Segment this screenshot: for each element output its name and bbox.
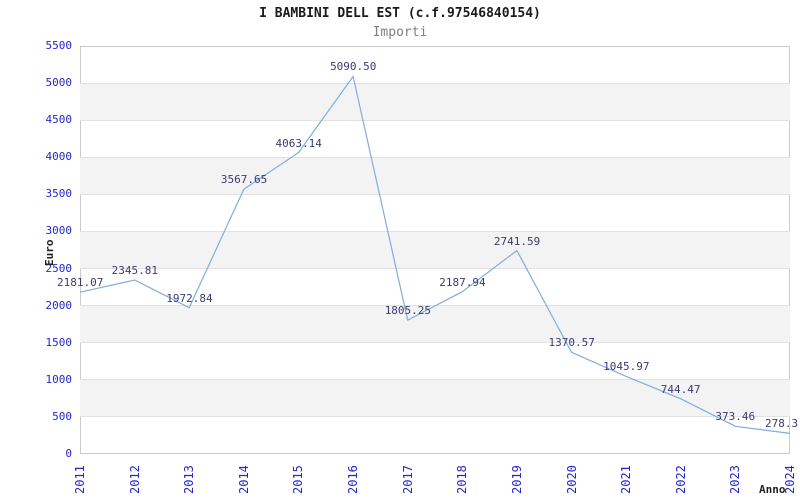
chart-title: I BAMBINI DELL EST (c.f.97546840154) <box>259 6 541 21</box>
x-tick-label: 2011 <box>73 465 87 494</box>
data-point-label: 5090.50 <box>330 60 377 74</box>
data-point-label: 2187.94 <box>439 275 486 289</box>
y-tick-label: 500 <box>52 409 72 423</box>
y-tick-label: 5500 <box>45 39 73 52</box>
x-tick-label: 2021 <box>619 465 634 494</box>
x-tick-label: 2015 <box>291 465 306 494</box>
y-tick-label: 1500 <box>45 335 73 349</box>
x-tick-label: 2014 <box>236 465 251 494</box>
data-point-label: 744.47 <box>660 382 701 396</box>
x-tick-label: 2016 <box>346 465 361 494</box>
y-tick-label: 5000 <box>45 76 73 90</box>
background-band <box>80 157 790 195</box>
y-tick-label: 4500 <box>45 113 73 127</box>
chart-subtitle: Importi <box>372 25 428 40</box>
gridline <box>80 268 790 270</box>
x-tick-label: 2012 <box>127 465 142 494</box>
x-tick-label: 2017 <box>400 465 415 494</box>
gridline <box>80 82 790 84</box>
y-tick-label: 2500 <box>45 261 73 275</box>
x-tick-label: 2013 <box>182 465 197 494</box>
data-point-label: 373.46 <box>715 410 756 424</box>
y-tick-label: 1000 <box>45 372 73 386</box>
x-tick-label: 2018 <box>455 465 470 494</box>
x-tick-label: 2022 <box>673 465 688 494</box>
x-tick-label: 2023 <box>728 465 743 494</box>
gridline <box>80 230 790 232</box>
data-point-label: 4063.14 <box>275 136 322 150</box>
background-band <box>80 305 790 343</box>
background-band <box>80 231 790 269</box>
x-axis-title: Anno <box>759 483 786 496</box>
y-tick-label: 4000 <box>45 150 73 164</box>
y-tick-label: 2000 <box>45 298 73 312</box>
gridline <box>80 342 790 344</box>
data-point-label: 1972.84 <box>166 291 213 305</box>
data-point-label: 3567.65 <box>220 173 268 187</box>
data-point-label: 2181.07 <box>57 276 104 290</box>
gridline <box>80 119 790 121</box>
data-point-label: 1045.97 <box>603 360 650 374</box>
gridline <box>80 305 790 307</box>
gridline <box>80 156 790 158</box>
data-point-label: 278.3 <box>765 417 799 431</box>
data-point-label: 1370.57 <box>548 336 595 350</box>
x-tick-label: 2020 <box>564 465 579 494</box>
y-axis-title: Euro <box>43 239 56 267</box>
gridline <box>80 379 790 381</box>
y-tick-label: 3000 <box>45 224 73 238</box>
y-tick-label: 3500 <box>45 187 73 201</box>
data-point-label: 2345.81 <box>111 263 158 277</box>
background-band <box>80 83 790 121</box>
x-tick-label: 2019 <box>509 465 524 494</box>
data-point-label: 1805.25 <box>384 304 432 318</box>
gridline <box>80 416 790 418</box>
y-tick-label: 0 <box>65 447 72 460</box>
data-point-label: 2741.59 <box>493 234 541 248</box>
gridline <box>80 193 790 195</box>
